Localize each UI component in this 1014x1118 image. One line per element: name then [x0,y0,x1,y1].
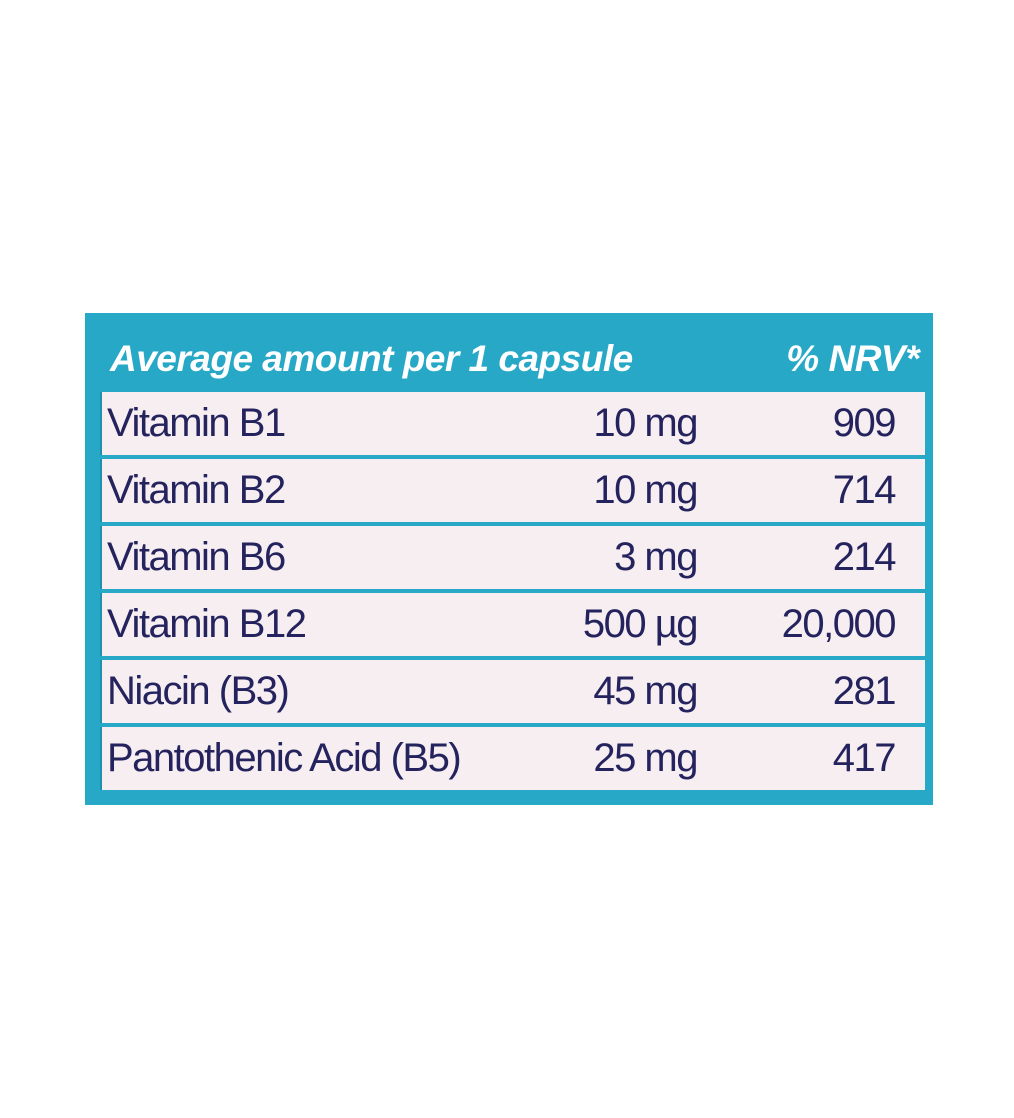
nutrient-nrv: 909 [832,401,897,445]
nutrient-name: Pantothenic Acid (B5) [107,736,462,780]
nutrient-amount: 45 mg [593,669,698,713]
nutrient-nrv: 714 [832,468,897,512]
table-row: Vitamin B12 500 µg 20,000 [100,593,925,656]
table-body: Vitamin B1 10 mg 909 Vitamin B2 10 mg 71… [100,392,925,794]
table-row: Pantothenic Acid (B5) 25 mg 417 [100,727,925,790]
nutrient-amount: 500 µg [582,602,699,646]
header-nrv-label: % NRV* [786,338,919,379]
table-header: Average amount per 1 capsule % NRV* [100,332,925,390]
nutrient-amount: 25 mg [593,736,698,780]
nutrient-nrv: 214 [832,535,897,579]
nutrient-name: Vitamin B2 [107,468,286,512]
nutrient-amount: 3 mg [614,535,698,579]
table-row: Niacin (B3) 45 mg 281 [100,660,925,723]
nutrient-nrv: 20,000 [781,602,897,646]
table-row: Vitamin B1 10 mg 909 [100,392,925,455]
nutrition-table: Average amount per 1 capsule % NRV* Vita… [100,332,925,798]
nutrient-nrv: 281 [832,669,897,713]
header-amount-label: Average amount per 1 capsule [110,338,633,379]
nutrient-name: Vitamin B1 [107,401,286,445]
nutrient-name: Niacin (B3) [107,669,290,713]
table-row: Vitamin B6 3 mg 214 [100,526,925,589]
nutrient-name: Vitamin B12 [107,602,307,646]
table-row: Vitamin B2 10 mg 714 [100,459,925,522]
nutrient-nrv: 417 [832,736,897,780]
nutrient-amount: 10 mg [593,468,698,512]
nutrient-name: Vitamin B6 [107,535,286,579]
nutrient-amount: 10 mg [593,401,698,445]
